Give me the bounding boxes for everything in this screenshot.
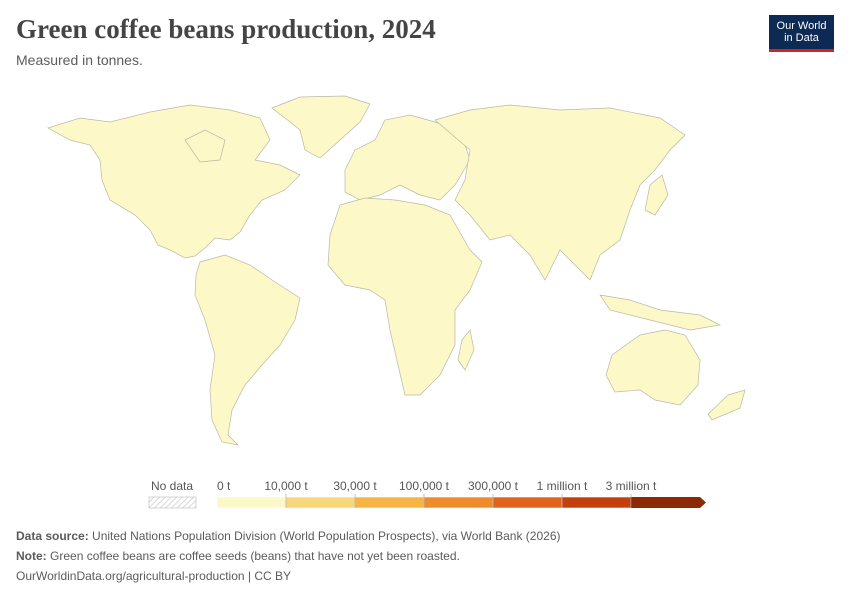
legend-label: 10,000 t <box>264 479 308 493</box>
legend-label: 0 t <box>217 479 231 493</box>
legend-label: 30,000 t <box>333 479 377 493</box>
land <box>344 114 471 201</box>
logo-line: Our World <box>776 20 827 32</box>
note-text: Green coffee beans are coffee seeds (bea… <box>50 549 460 563</box>
legend-label: 100,000 t <box>399 479 450 493</box>
legend-label: No data <box>151 479 193 493</box>
land <box>194 254 301 446</box>
land <box>47 104 301 259</box>
legend-swatch <box>631 497 706 508</box>
logo-line: in Data <box>784 32 819 44</box>
subtitle: Measured in tonnes. <box>16 52 143 68</box>
legend-swatch <box>561 496 632 509</box>
legend-label: 1 million t <box>537 479 588 493</box>
source-label: Data source: <box>16 529 89 543</box>
title: Green coffee beans production, 2024 <box>16 14 436 44</box>
land <box>599 294 722 331</box>
source: Data source: United Nations Population D… <box>16 529 561 543</box>
land <box>707 389 746 421</box>
legend-swatch <box>423 496 494 509</box>
url[interactable]: OurWorldinData.org/agricultural-producti… <box>16 569 292 583</box>
land <box>457 329 475 371</box>
land <box>605 329 701 406</box>
legend-swatch <box>216 496 287 509</box>
land <box>434 104 686 281</box>
legend-swatch <box>492 496 563 509</box>
land <box>184 129 226 163</box>
legend-label: 300,000 t <box>468 479 519 493</box>
note-label: Note: <box>16 549 47 563</box>
land <box>644 174 669 216</box>
note: Note: Green coffee beans are coffee seed… <box>16 549 460 563</box>
legend-label: 3 million t <box>606 479 657 493</box>
logo[interactable]: Our World in Data <box>769 15 834 52</box>
legend-swatch <box>285 496 356 509</box>
source-text: United Nations Population Division (Worl… <box>92 529 561 543</box>
no-data-swatch <box>148 496 197 509</box>
land <box>327 197 483 396</box>
legend-swatch <box>354 496 425 509</box>
land <box>271 95 371 159</box>
